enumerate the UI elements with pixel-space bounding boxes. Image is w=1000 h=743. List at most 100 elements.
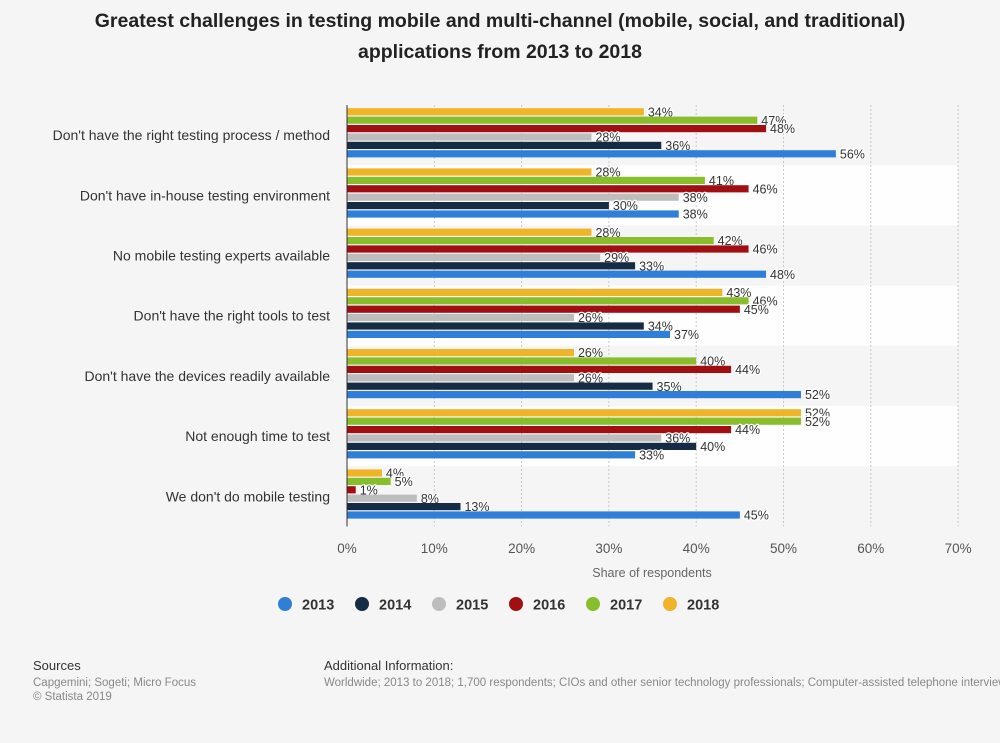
- bar-2013: [347, 150, 836, 158]
- data-label-2015: 26%: [578, 311, 603, 325]
- data-label-2015: 29%: [604, 251, 629, 265]
- bar-2014: [347, 202, 609, 210]
- bar-2018: [347, 108, 644, 116]
- data-label-2017: 5%: [395, 475, 413, 489]
- data-label-2018: 52%: [805, 406, 830, 420]
- bar-2015: [347, 193, 679, 201]
- data-label-2016: 46%: [753, 243, 778, 257]
- data-label-2016: 45%: [744, 303, 769, 317]
- x-tick-label: 70%: [945, 541, 972, 556]
- data-label-2014: 13%: [464, 500, 489, 514]
- category-label: Not enough time to test: [185, 428, 330, 444]
- data-label-2016: 44%: [735, 423, 760, 437]
- bar-2016: [347, 305, 740, 313]
- data-label-2016: 44%: [735, 363, 760, 377]
- bar-2017: [347, 116, 758, 124]
- bar-2014: [347, 442, 697, 450]
- sources-line-1: Capgemini; Sogeti; Micro Focus: [33, 677, 196, 689]
- bar-2017: [347, 357, 697, 365]
- data-label-2015: 26%: [578, 371, 603, 385]
- bar-2013: [347, 511, 740, 519]
- bar-2016: [347, 185, 749, 193]
- data-label-2013: 52%: [805, 388, 830, 402]
- data-label-2015: 36%: [665, 432, 690, 446]
- data-label-2018: 28%: [595, 166, 620, 180]
- data-label-2013: 56%: [840, 147, 865, 161]
- data-label-2017: 52%: [805, 415, 830, 429]
- data-label-2014: 40%: [700, 440, 725, 454]
- bar-2014: [347, 382, 653, 390]
- bar-2014: [347, 322, 644, 330]
- legend-label-2018: 2018: [687, 598, 719, 614]
- legend-marker-2013: [278, 597, 292, 611]
- bar-2017: [347, 176, 705, 184]
- bar-2014: [347, 141, 662, 149]
- bar-2015: [347, 374, 574, 382]
- bar-2014: [347, 503, 461, 511]
- data-label-2013: 45%: [744, 509, 769, 523]
- bar-2013: [347, 270, 767, 278]
- bar-2013: [347, 330, 671, 338]
- bar-2015: [347, 314, 574, 322]
- data-label-2018: 4%: [386, 467, 404, 481]
- data-label-2013: 37%: [674, 328, 699, 342]
- data-label-2018: 43%: [726, 286, 751, 300]
- x-tick-label: 50%: [770, 541, 797, 556]
- data-label-2018: 26%: [578, 346, 603, 360]
- legend-label-2017: 2017: [610, 598, 642, 614]
- chart-title: Greatest challenges in testing mobile an…: [94, 10, 906, 63]
- x-tick-label: 0%: [337, 541, 357, 556]
- bar-2017: [347, 477, 391, 485]
- data-label-2017: 42%: [718, 234, 743, 248]
- bar-2013: [347, 210, 679, 218]
- additional-info-text: Worldwide; 2013 to 2018; 1,700 responden…: [324, 677, 1000, 689]
- legend-label-2013: 2013: [302, 598, 334, 614]
- legend-marker-2016: [509, 597, 523, 611]
- data-label-2017: 40%: [700, 355, 725, 369]
- data-label-2014: 36%: [665, 139, 690, 153]
- bar-2018: [347, 228, 592, 236]
- bar-2016: [347, 125, 767, 133]
- category-label: Don't have the right tools to test: [134, 308, 331, 324]
- data-label-2015: 38%: [683, 191, 708, 205]
- data-label-2015: 8%: [421, 492, 439, 506]
- x-tick-label: 40%: [683, 541, 710, 556]
- bar-2016: [347, 426, 732, 434]
- legend-marker-2015: [432, 597, 446, 611]
- data-label-2013: 38%: [683, 208, 708, 222]
- legend-label-2016: 2016: [533, 598, 565, 614]
- data-label-2017: 41%: [709, 174, 734, 188]
- bar-2017: [347, 417, 801, 425]
- x-axis-title: Share of respondents: [592, 566, 712, 580]
- data-label-2016: 46%: [753, 182, 778, 196]
- x-tick-label: 10%: [421, 541, 448, 556]
- bar-2016: [347, 486, 356, 494]
- bar-2013: [347, 451, 636, 459]
- legend-marker-2018: [663, 597, 677, 611]
- data-label-2018: 28%: [595, 226, 620, 240]
- category-label: We don't do mobile testing: [166, 488, 330, 504]
- category-label: Don't have in-house testing environment: [80, 187, 330, 203]
- data-label-2015: 28%: [595, 131, 620, 145]
- data-label-2016: 1%: [360, 483, 378, 497]
- category-label: Don't have the devices readily available: [85, 368, 331, 384]
- legend-label-2014: 2014: [379, 598, 411, 614]
- bar-2016: [347, 245, 749, 253]
- sources-heading: Sources: [33, 658, 81, 673]
- data-label-2013: 48%: [770, 268, 795, 282]
- x-tick-label: 30%: [595, 541, 622, 556]
- bar-2014: [347, 262, 636, 270]
- x-tick-label: 20%: [508, 541, 535, 556]
- bar-2015: [347, 133, 592, 141]
- bar-2016: [347, 365, 732, 373]
- data-label-2014: 33%: [639, 259, 664, 273]
- bar-2018: [347, 168, 592, 176]
- x-tick-label: 60%: [857, 541, 884, 556]
- data-label-2016: 48%: [770, 122, 795, 136]
- legend-marker-2017: [586, 597, 600, 611]
- category-label: Don't have the right testing process / m…: [53, 127, 330, 143]
- bar-2018: [347, 349, 574, 357]
- bar-2017: [347, 237, 714, 245]
- category-label: No mobile testing experts available: [113, 248, 330, 264]
- bar-2013: [347, 391, 801, 399]
